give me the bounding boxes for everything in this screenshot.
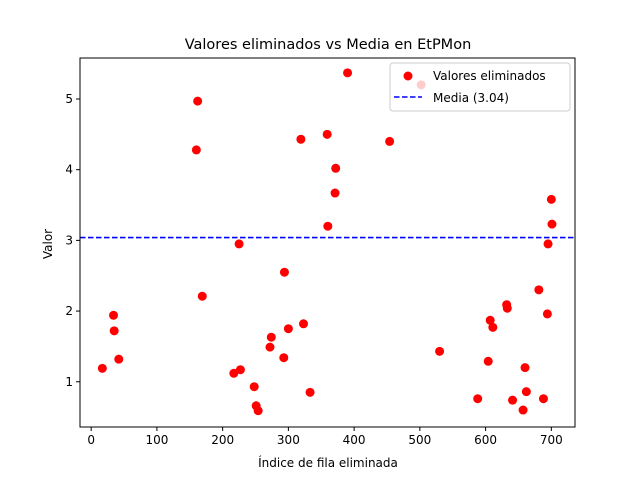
legend-label-mean-line: Media (3.04) [433, 91, 509, 105]
data-point [109, 326, 119, 336]
data-point [485, 315, 495, 325]
data-point [473, 394, 483, 404]
data-point [266, 332, 276, 342]
data-point [322, 129, 332, 139]
data-point [534, 285, 544, 295]
data-point [191, 145, 201, 155]
data-point [229, 368, 239, 378]
y-axis-title: Valor [41, 229, 55, 259]
y-tick-label: 5 [65, 92, 73, 106]
x-tick-label: 400 [343, 433, 366, 447]
data-point [521, 387, 531, 397]
y-tick-label: 4 [65, 163, 73, 177]
data-point [547, 219, 557, 229]
legend: Valores eliminados Media (3.04) [389, 62, 571, 112]
data-point [542, 309, 552, 319]
data-point [249, 382, 259, 392]
data-point [193, 96, 203, 106]
x-tick-label: 500 [408, 433, 431, 447]
data-point [508, 395, 518, 405]
plot-frame [79, 57, 576, 428]
chart-title: Valores eliminados vs Media en EtPMon [185, 37, 472, 53]
data-point [518, 405, 528, 415]
y-tick-label: 1 [65, 375, 73, 389]
data-point [234, 239, 244, 249]
data-point [279, 353, 289, 363]
x-tick-label: 600 [474, 433, 497, 447]
data-point [385, 136, 395, 146]
data-point [305, 387, 315, 397]
x-tick-label: 200 [211, 433, 234, 447]
data-point [235, 365, 245, 375]
data-point [283, 324, 293, 334]
data-point [330, 188, 340, 198]
x-tick-label: 700 [540, 433, 563, 447]
x-tick-label: 0 [87, 433, 95, 447]
data-point [435, 346, 445, 356]
data-point [546, 194, 556, 204]
data-point [343, 68, 353, 78]
data-point [483, 356, 493, 366]
data-point [114, 354, 124, 364]
y-tick-label: 3 [65, 233, 73, 247]
data-point [253, 406, 263, 416]
data-point [323, 221, 333, 231]
y-tick-label: 2 [65, 304, 73, 318]
x-axis-title: Índice de fila eliminada [258, 455, 398, 470]
data-point [488, 322, 498, 332]
data-point [502, 303, 512, 313]
x-tick-label: 100 [145, 433, 168, 447]
data-point [197, 291, 207, 301]
data-point [331, 163, 341, 173]
data-point [299, 319, 309, 329]
data-point [97, 363, 107, 373]
legend-label-scatter: Valores eliminados [433, 69, 546, 83]
plot-area: 0 100 200 300 400 500 600 700 1 2 3 4 5 [65, 57, 576, 447]
data-point [279, 267, 289, 277]
data-point [109, 310, 119, 320]
data-point [265, 342, 275, 352]
data-point [543, 239, 553, 249]
legend-frame [389, 62, 571, 112]
x-tick-label: 300 [277, 433, 300, 447]
legend-marker-scatter [403, 71, 413, 81]
data-point [296, 134, 306, 144]
data-point [538, 394, 548, 404]
data-point [520, 363, 530, 373]
